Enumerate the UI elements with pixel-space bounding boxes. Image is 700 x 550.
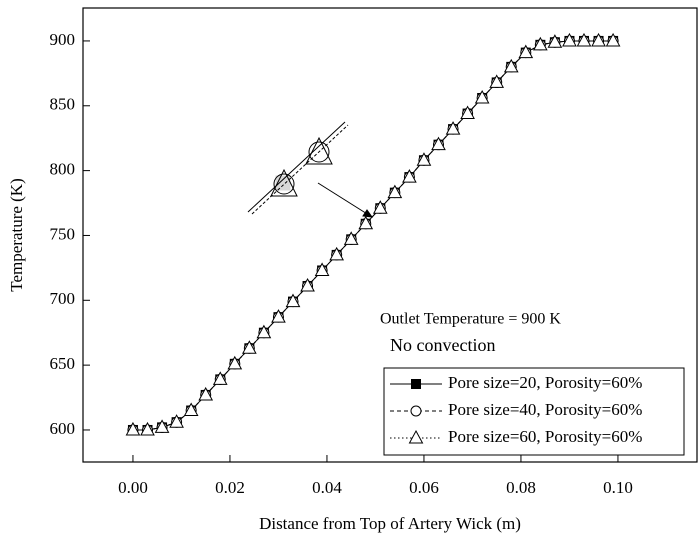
legend-label: Pore size=40, Porosity=60% — [448, 400, 642, 419]
y-tick-label: 750 — [50, 224, 76, 243]
marker — [198, 386, 214, 401]
marker — [154, 419, 170, 433]
x-tick-label: 0.04 — [312, 478, 342, 497]
marker — [387, 184, 403, 199]
x-tick-label: 0.08 — [506, 478, 536, 497]
marker — [503, 58, 519, 73]
marker — [489, 74, 505, 88]
marker — [416, 152, 432, 166]
series-line — [132, 40, 614, 431]
inset-sketch — [247, 121, 374, 218]
marker — [343, 231, 359, 245]
marker — [271, 309, 286, 323]
marker — [183, 402, 199, 417]
marker — [372, 200, 388, 214]
marker — [358, 215, 374, 230]
annotation: Outlet Temperature = 900 K — [380, 311, 561, 328]
marker — [242, 340, 257, 354]
y-tick-label: 800 — [50, 160, 76, 179]
x-tick-label: 0.00 — [118, 478, 148, 497]
legend-label: Pore size=60, Porosity=60% — [448, 427, 642, 446]
x-tick-label: 0.10 — [603, 478, 633, 497]
legend-marker — [408, 429, 424, 444]
marker — [256, 324, 272, 339]
marker — [227, 355, 243, 370]
marker — [140, 421, 155, 436]
marker — [431, 136, 446, 151]
marker — [576, 32, 592, 47]
marker — [591, 32, 606, 47]
marker — [547, 34, 563, 48]
legend-marker — [411, 379, 421, 389]
marker — [212, 371, 228, 385]
marker — [562, 32, 577, 47]
x-tick-label: 0.06 — [409, 478, 439, 497]
marker — [533, 36, 548, 51]
marker — [329, 246, 344, 261]
legend-label: Pore size=20, Porosity=60% — [448, 373, 642, 392]
y-tick-label: 600 — [50, 419, 76, 438]
marker — [285, 293, 301, 308]
marker — [169, 414, 184, 428]
marker — [445, 121, 461, 135]
annotation: No convection — [390, 335, 495, 355]
marker — [300, 277, 315, 292]
x-tick-label: 0.02 — [215, 478, 245, 497]
x-axis-label: Distance from Top of Artery Wick (m) — [259, 514, 521, 533]
marker — [402, 169, 417, 183]
marker — [518, 44, 534, 59]
y-tick-label: 650 — [50, 354, 76, 373]
marker — [474, 89, 490, 104]
y-tick-label: 700 — [50, 289, 76, 308]
marker — [605, 32, 621, 47]
marker — [314, 262, 330, 276]
y-tick-label: 850 — [50, 95, 76, 114]
y-tick-label: 900 — [50, 30, 76, 49]
y-axis-label: Temperature (K) — [7, 178, 26, 292]
legend-marker — [410, 405, 422, 417]
marker — [460, 105, 475, 120]
marker — [125, 421, 141, 436]
